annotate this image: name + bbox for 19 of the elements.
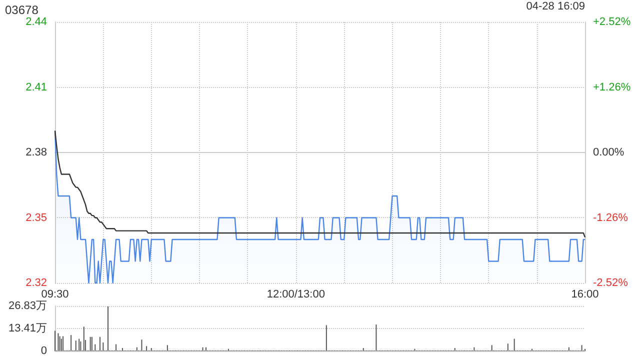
line-series (54, 130, 586, 238)
y-tick-label: 2.41 (26, 81, 47, 94)
y2-tick-label: +2.52% (593, 16, 631, 28)
y2-tick-label: -2.52% (593, 277, 628, 289)
y-tick-label: 2.44 (26, 16, 47, 28)
y-tick-label: 2.38 (26, 146, 47, 158)
y2-tick-label: +1.26% (593, 81, 631, 94)
y-tick-label: 13.41万 (8, 322, 47, 335)
x-tick-label: 12:00/13:00 (266, 288, 325, 300)
y-tick-label: 2.35 (26, 212, 47, 224)
y2-tick-label: -1.26% (593, 212, 628, 224)
x-tick-label: 09:30 (41, 288, 69, 300)
chart-title: 03678 (5, 3, 39, 17)
y-tick-label: 2.32 (26, 277, 47, 289)
y-tick-label: 0 (40, 345, 47, 357)
text: 04-28 16:09 (526, 0, 585, 12)
y2-tick-label: 0.00% (593, 146, 624, 158)
y-tick-label: 26.83万 (8, 300, 47, 312)
x-tick-label: 16:00 (571, 288, 599, 300)
